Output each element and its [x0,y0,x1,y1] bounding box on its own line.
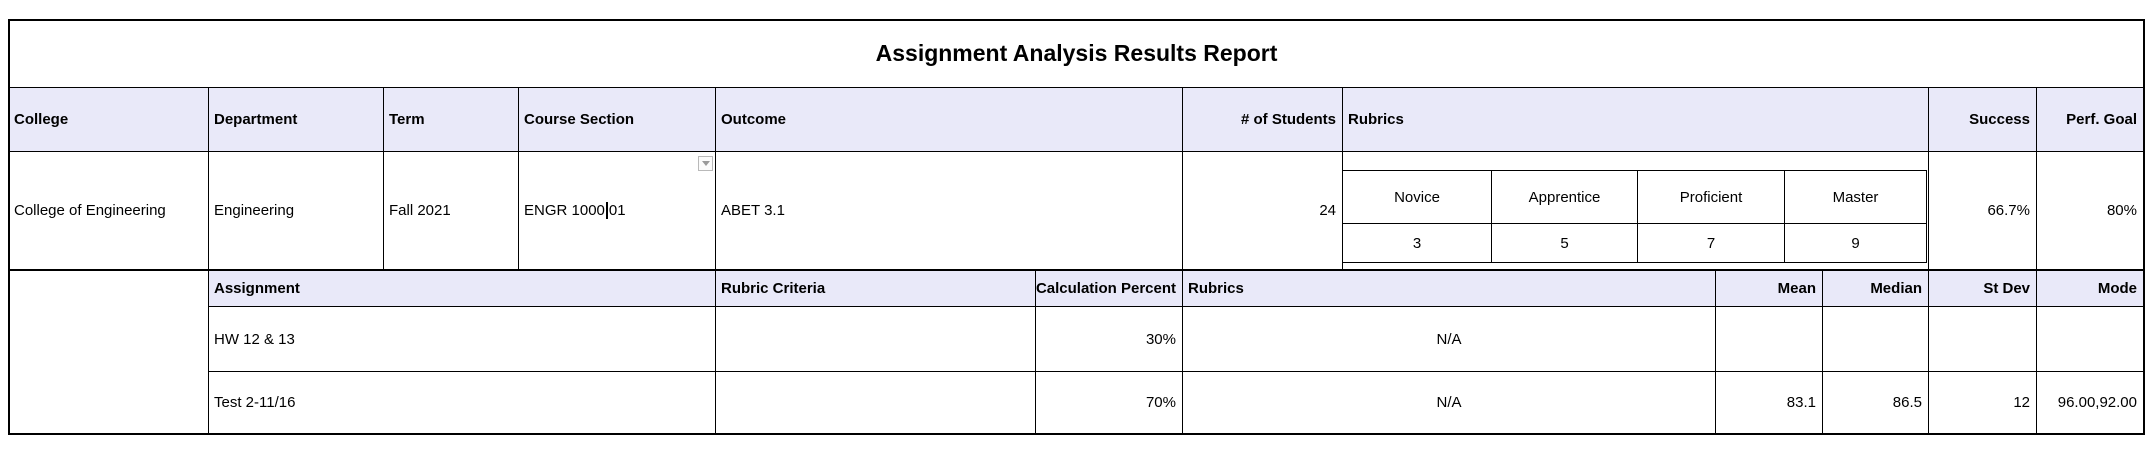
course-section-text-after: 01 [608,202,626,219]
grid-line [1715,269,1716,435]
chevron-down-icon [701,161,710,166]
header-mode: Mode [2097,279,2137,297]
header-num-students: # of Students [1240,111,1336,128]
grid-line [715,87,716,435]
cell-mode[interactable] [2037,307,2143,371]
cell-mode[interactable]: 96.00,92.00 [2057,394,2137,411]
cell-outcome[interactable]: ABET 3.1 [721,202,785,219]
header-success: Success [1969,111,2030,128]
cell-perf-goal[interactable]: 80% [2106,202,2137,219]
header-rubrics-2: Rubrics [1188,279,1244,297]
cell-st-dev[interactable] [1929,307,2036,371]
header-assignment: Assignment [214,279,300,297]
page-title: Assignment Analysis Results Report [875,39,1278,66]
course-section-text-before: ENGR 1000 [524,202,605,219]
cell-mean[interactable]: 83.1 [1786,394,1816,411]
rubric-level-value[interactable]: 9 [1784,223,1926,262]
header-st-dev: St Dev [1983,279,2030,297]
cell-assignment[interactable]: Test 2-11/16 [214,394,296,411]
grid-line [208,371,2145,372]
grid-line [1035,269,1036,435]
header-median: Median [1870,279,1922,297]
cell-course-section[interactable]: ENGR 1000 01 [519,152,715,269]
grid-line [2036,87,2037,435]
cell-rubrics[interactable]: N/A [1436,394,1462,411]
grid-line [8,19,2145,21]
header-rubric-criteria: Rubric Criteria [721,279,826,297]
grid-line [8,269,2145,271]
cell-rubrics[interactable]: N/A [1436,330,1462,348]
rubric-level-label[interactable]: Master [1784,171,1926,223]
cell-college[interactable]: College of Engineering [14,202,166,219]
grid-line [8,433,2145,435]
rubric-levels-subtable: Novice Apprentice Proficient Master 3 5 … [1342,170,1927,263]
cell-success[interactable]: 66.7% [1987,202,2030,219]
spacer-cell[interactable] [9,270,207,433]
grid-line [383,87,384,269]
grid-line [208,87,209,435]
cell-st-dev[interactable]: 12 [2013,394,2030,411]
grid-line [1928,87,1929,435]
cell-mean[interactable] [1716,307,1822,371]
rubric-level-label[interactable]: Proficient [1637,171,1784,223]
grid-line [8,19,10,435]
text-cursor [605,202,608,219]
rubric-level-value[interactable]: 3 [1343,223,1491,262]
grid-line [208,306,2145,307]
course-section-dropdown-icon[interactable] [698,156,713,171]
cell-median[interactable] [1823,307,1928,371]
header-perf-goal: Perf. Goal [2066,111,2137,128]
grid-line [518,87,519,269]
cell-rubric-criteria[interactable] [716,372,1035,433]
grid-line [2143,19,2145,435]
cell-calc-percent[interactable]: 70% [1145,394,1176,411]
cell-num-students[interactable]: 24 [1319,202,1336,219]
cell-assignment[interactable]: HW 12 & 13 [214,330,295,348]
cell-term[interactable]: Fall 2021 [389,202,451,219]
header-mean: Mean [1777,279,1816,297]
cell-median[interactable]: 86.5 [1892,394,1922,411]
rubric-level-value[interactable]: 5 [1491,223,1637,262]
header-course-section: Course Section [524,111,635,128]
grid-line [8,151,2145,152]
summary-header-band-fill [8,87,2145,151]
rubric-level-label[interactable]: Apprentice [1491,171,1637,223]
cell-department[interactable]: Engineering [214,202,295,219]
rubric-level-value[interactable]: 7 [1637,223,1784,262]
rubric-level-label[interactable]: Novice [1394,188,1440,206]
cell-rubric-criteria[interactable] [716,307,1035,371]
grid-line [8,87,2145,88]
header-rubrics: Rubrics [1348,111,1404,128]
grid-line [1182,87,1183,435]
header-term: Term [389,111,425,128]
header-college: College [14,111,69,128]
cell-calc-percent[interactable]: 30% [1145,330,1176,348]
header-department: Department [214,111,298,128]
grid-line [1822,269,1823,435]
header-outcome: Outcome [721,111,787,128]
header-calc-percent: Calculation Percent [1036,279,1176,297]
